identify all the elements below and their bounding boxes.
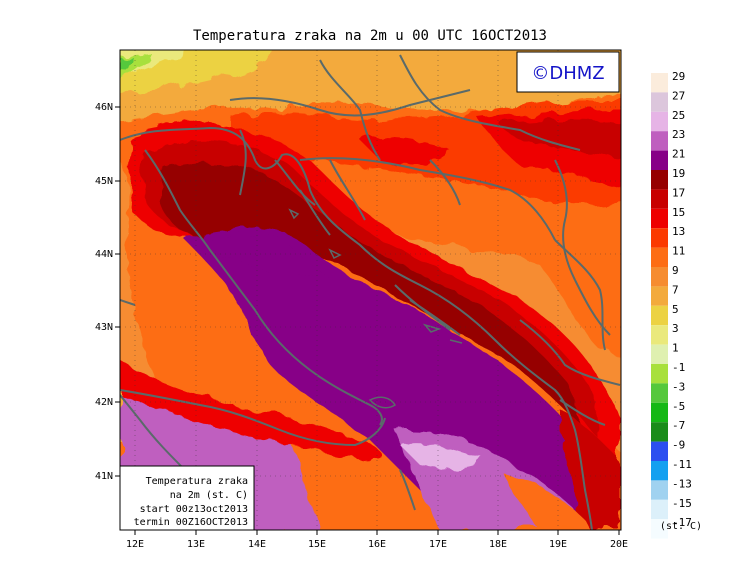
legend-swatch [651, 228, 668, 248]
legend-swatch [651, 170, 668, 190]
legend-swatch [651, 519, 668, 539]
legend-label: 21 [672, 148, 685, 161]
legend-swatch [651, 150, 668, 170]
legend-label: 17 [672, 186, 685, 199]
lat-label-42n: 42N [95, 397, 113, 408]
legend-label: 27 [672, 89, 685, 102]
legend-swatch [651, 111, 668, 132]
legend-swatch [651, 383, 668, 403]
legend-label: 7 [672, 283, 679, 296]
info-box: Temperatura zraka na 2m (st. C) start 00… [119, 465, 255, 531]
legend-swatch [651, 402, 668, 423]
legend-swatch [651, 422, 668, 442]
legend-unit: (st. C) [660, 521, 702, 532]
legend-swatch [651, 305, 668, 326]
legend-label: 3 [672, 322, 679, 335]
legend-swatch [651, 286, 668, 306]
temperature-field [120, 50, 621, 530]
legend-label: -17 [672, 516, 692, 529]
legend-label: 23 [672, 128, 685, 141]
lon-label-13e: 13E [187, 539, 205, 550]
legend-swatch [651, 208, 668, 229]
legend-swatch [651, 364, 668, 384]
legend-swatch [651, 189, 668, 209]
lon-label-20e: 20E [610, 539, 628, 550]
map-title: Temperatura zraka na 2m u 00 UTC 16OCT20… [193, 28, 547, 44]
lat-label-41n: 41N [95, 471, 113, 482]
map-frame [119, 49, 622, 531]
lon-label-14e: 14E [248, 539, 266, 550]
legend-label: -15 [672, 497, 692, 510]
legend-label: -11 [672, 458, 692, 471]
lat-label-43n: 43N [95, 322, 113, 333]
lat-label-44n: 44N [95, 249, 113, 260]
info-line-4: termin 00Z16OCT2013 [134, 517, 248, 528]
legend-swatch [651, 131, 668, 151]
lon-label-12e: 12E [126, 539, 144, 550]
legend-label: -5 [672, 400, 685, 413]
lat-label-46n: 46N [95, 102, 113, 113]
lat-label-45n: 45N [95, 176, 113, 187]
lon-label-16e: 16E [368, 539, 386, 550]
legend-label: 19 [672, 167, 685, 180]
legend-label: -9 [672, 439, 685, 452]
legend-label: -1 [672, 361, 685, 374]
legend-swatch [651, 267, 668, 287]
info-line-2: na 2m (st. C) [170, 490, 248, 501]
legend-swatch [651, 73, 668, 93]
lon-label-18e: 18E [489, 539, 507, 550]
legend-label: 29 [672, 70, 685, 83]
legend-label: -13 [672, 477, 692, 490]
legend-swatch [651, 92, 668, 112]
legend-swatch [651, 344, 668, 364]
dhmz-logo: ©DHMZ [516, 51, 620, 93]
legend-label: 25 [672, 109, 685, 122]
legend-label: -3 [672, 380, 685, 393]
color-legend: 29 27 25 23 21 19 17 15 13 11 9 7 5 3 1 -1 -3 -5 -7 -9 -11 -1… [651, 70, 692, 539]
legend-label: 11 [672, 245, 685, 258]
legend-label: 9 [672, 264, 679, 277]
legend-label: 15 [672, 206, 685, 219]
legend-label: 1 [672, 342, 679, 355]
legend-swatch [651, 480, 668, 500]
legend-swatch [651, 325, 668, 345]
legend-label: 13 [672, 225, 685, 238]
legend-swatch [651, 441, 668, 461]
info-line-3: start 00z13oct2013 [140, 504, 248, 515]
logo-text: ©DHMZ [531, 63, 604, 84]
info-line-1: Temperatura zraka [146, 476, 248, 487]
legend-swatch [651, 461, 668, 481]
legend-label: -7 [672, 419, 685, 432]
legend-label: 5 [672, 303, 679, 316]
lon-label-15e: 15E [308, 539, 326, 550]
lon-label-17e: 17E [429, 539, 447, 550]
lon-label-19e: 19E [549, 539, 567, 550]
legend-swatch [651, 499, 668, 520]
legend-swatch [651, 247, 668, 267]
